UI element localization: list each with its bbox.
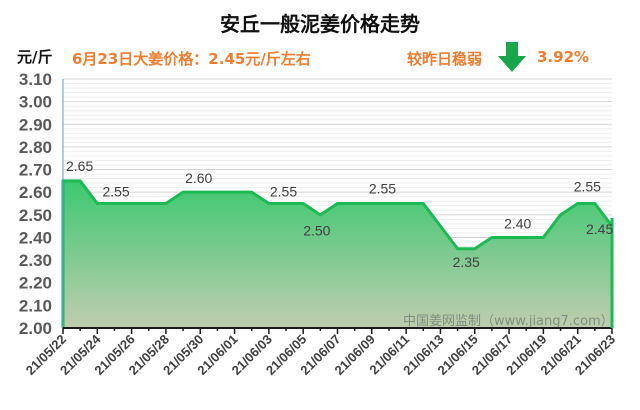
data-labels: 2.65 2.55 2.60 2.55 2.50 2.55 2.35 2.40 2.55 2.45: [66, 158, 613, 270]
y-tick-label: 2.20: [19, 274, 52, 293]
change-percent: 3.92%: [537, 48, 590, 66]
y-tick-label: 2.10: [19, 296, 52, 315]
y-tick-label: 2.80: [19, 138, 52, 157]
data-label: 2.55: [574, 179, 601, 195]
chart-title: 安丘一般泥姜价格走势: [220, 12, 420, 36]
y-tick-label: 2.30: [19, 251, 52, 270]
data-label: 2.35: [453, 254, 480, 270]
y-axis-unit: 元/斤: [17, 48, 53, 66]
data-label: 2.50: [303, 223, 330, 239]
data-label: 2.55: [369, 181, 396, 197]
y-axis-ticks: 3.10 3.00 2.90 2.80 2.70 2.60 2.50 2.40 2.30 2.20…: [19, 70, 52, 338]
arrow-down-icon: [498, 42, 526, 72]
change-label: 较昨日稳弱: [407, 50, 483, 68]
y-tick-label: 2.00: [19, 319, 52, 338]
y-tick-label: 2.40: [19, 228, 52, 247]
price-area: [61, 179, 614, 328]
data-label: 2.45: [586, 221, 613, 237]
price-line: [61, 179, 614, 328]
y-tick-label: 2.60: [19, 183, 52, 202]
watermark: 中国姜网监制（www.jiang7.com）: [403, 314, 614, 329]
y-tick-label: 2.70: [19, 161, 52, 180]
area-fill: [63, 180, 612, 328]
x-axis-ticks: 21/05/2221/05/2421/05/2621/05/2821/05/30…: [23, 328, 618, 378]
data-label: 2.55: [102, 184, 129, 200]
y-tick-label: 3.00: [19, 93, 52, 112]
price-summary: 6月23日大姜价格：2.45元/斤左右: [72, 50, 311, 68]
data-label: 2.60: [185, 170, 212, 186]
data-label: 2.55: [270, 184, 297, 200]
y-tick-label: 2.90: [19, 115, 52, 134]
y-tick-label: 2.50: [19, 206, 52, 225]
data-label: 2.65: [66, 158, 93, 174]
data-label: 2.40: [504, 215, 531, 231]
y-tick-label: 3.10: [19, 70, 52, 89]
